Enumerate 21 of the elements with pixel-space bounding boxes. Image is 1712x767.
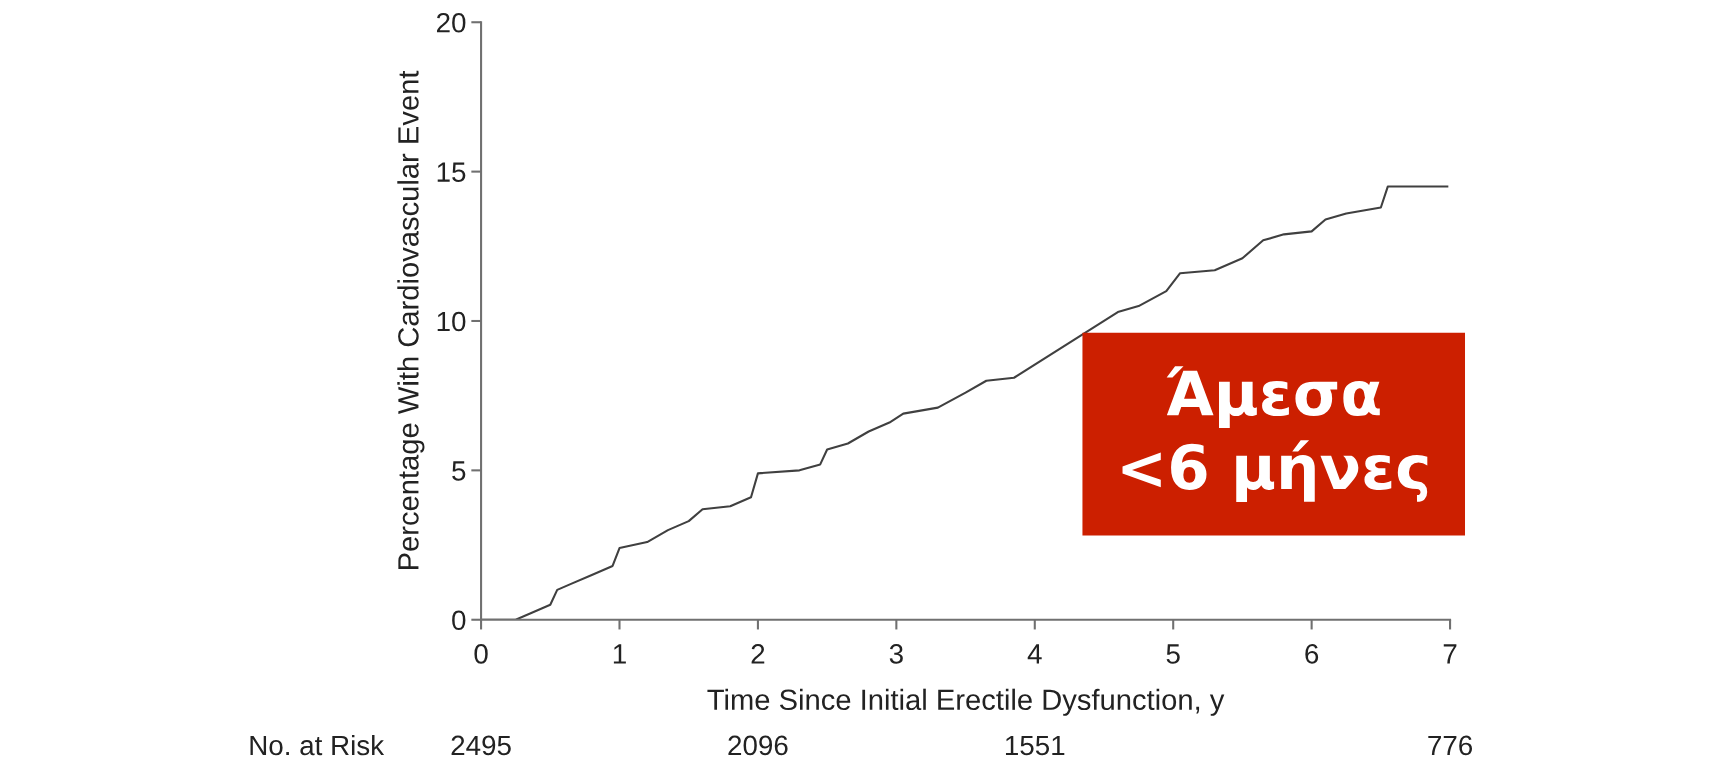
y-axis-title: Percentage With Cardiovascular Event (397, 70, 425, 570)
text: No. at Risk (250, 734, 385, 756)
x-tick-label: 3 (889, 644, 903, 664)
y-tick-label: 0 (452, 610, 466, 631)
x-tick-label: 0 (474, 644, 488, 664)
x-tick-label: 1 (613, 644, 626, 664)
y-tick-label: 20 (436, 12, 466, 33)
text: 776 (1428, 735, 1473, 756)
y-tick-label: 5 (452, 461, 466, 481)
x-tick-label: 5 (1166, 644, 1180, 664)
y-tick-label: 10 (437, 311, 466, 332)
x-tick-label: 6 (1305, 644, 1319, 664)
x-tick-label: 2 (751, 644, 765, 664)
annotation: Άμεσα <6 μήνες (1122, 366, 1428, 502)
text: 2495 (451, 735, 511, 756)
y-tick-label: 15 (437, 162, 466, 182)
text: 2096 (728, 735, 788, 756)
x-axis-title: Time Since Initial Erectile Dysfunction, y (707, 688, 1225, 716)
x-tick-label: 7 (1443, 644, 1457, 664)
x-tick-label: 4 (1027, 644, 1042, 664)
text: 1551 (1005, 735, 1065, 756)
